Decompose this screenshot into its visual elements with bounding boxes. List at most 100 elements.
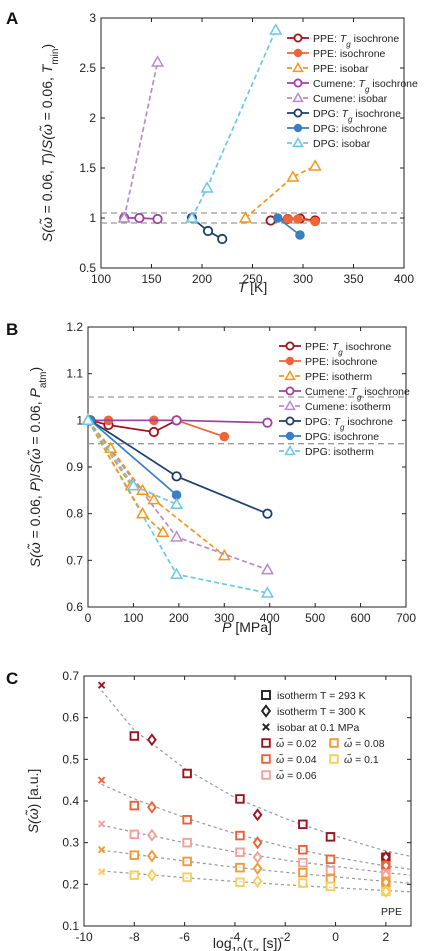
y-tick-label: 3 [89, 11, 96, 25]
legend-label: PPE: isobar [313, 63, 369, 75]
series-line [87, 419, 144, 491]
square-point [325, 865, 336, 876]
legend-marker [293, 108, 303, 118]
legend-color-marker [261, 738, 271, 748]
plot-frame [87, 326, 407, 608]
diamond-point [380, 884, 391, 898]
x-tick-label: 350 [343, 272, 363, 286]
legend-label: PPE: Tg isochrone [313, 33, 399, 49]
legend-marker [293, 33, 303, 43]
data-point [283, 214, 293, 224]
legend-marker [293, 48, 303, 58]
legend-label: PPE: Tg isochrone [305, 341, 391, 357]
panel-a: 100 150 200 250 300 350 400 0.5 1 1.5 2 2.5 3 A PPE: T… [6, 9, 418, 295]
legend-label: ω̃ = 0.04 [276, 753, 317, 766]
data-point [170, 497, 184, 510]
data-point [260, 562, 274, 575]
data-point [156, 525, 170, 538]
data-point [262, 508, 273, 519]
data-point [170, 567, 184, 580]
y-tick-label: 0.6 [62, 711, 79, 725]
data-point [152, 213, 163, 225]
legend-label: Cumene: Tg isochrone [313, 78, 418, 94]
y-tick-label: 0.7 [62, 669, 79, 683]
fit-curve-2 [101, 824, 412, 876]
series-1 [97, 776, 391, 873]
x-tick-label: 100 [123, 611, 143, 625]
data-point [147, 492, 161, 505]
y-tick-label: 0.5 [62, 752, 79, 766]
x-axis-ticks: -10 -8 -6 -4 -2 0 2 [75, 676, 390, 944]
x-tick-label: -2 [280, 930, 291, 944]
x-tick-label: 200 [169, 611, 189, 625]
panel-letter-a: A [6, 9, 18, 28]
legend-marker [262, 723, 270, 731]
legend-label: ω̃ = 0.1 [344, 753, 379, 766]
square-point [129, 731, 140, 741]
diamond-point [252, 808, 263, 822]
y-tick-label: 0.7 [66, 553, 83, 567]
legend-color-marker [261, 770, 271, 780]
square-point [129, 870, 140, 880]
y-tick-label: 0.5 [79, 261, 96, 275]
legend-color-marker [329, 738, 339, 748]
diamond-point [252, 861, 263, 876]
panel-b: 0 100 200 300 400 500 600 700 0.6 0.7 0.8 0.9 1 1.1 1.… [6, 320, 416, 635]
x-tick-label: 400 [260, 611, 280, 625]
legend-label: Cumene: isobar [313, 93, 388, 105]
y-tick-label: 1 [89, 211, 96, 225]
legend-label: DPG: isochrone [305, 431, 379, 443]
legend-label: isotherm T = 293 K [277, 690, 366, 702]
panel-c: -10 -8 -6 -4 -2 0 2 0.1 0.2 0.3 0.4 0.5 0.6 0.7 Cisoth… [6, 669, 412, 951]
panel-letter-c: C [6, 669, 18, 688]
series-6 [272, 213, 305, 240]
square-point [129, 829, 140, 840]
y-axis-ticks: 0.5 1 1.5 2 2.5 3 [79, 11, 404, 275]
square-point [182, 815, 192, 825]
fit-curve-0 [101, 690, 412, 858]
series-line [90, 419, 177, 433]
diamond-point [147, 733, 157, 747]
data-point [148, 426, 159, 438]
x-axis-ticks: 100 150 200 250 300 350 400 [91, 18, 414, 286]
legend-label: ω̃ = 0.02 [276, 737, 317, 750]
x-tick-label: 500 [305, 611, 325, 625]
ppe-annotation: PPE [381, 906, 402, 918]
legend-marker [292, 91, 304, 103]
x-tick-label: -4 [230, 930, 241, 944]
square-point [325, 874, 336, 884]
x-tick-label: 0 [85, 611, 92, 625]
data-point [171, 415, 182, 426]
data-point [308, 159, 322, 171]
legend-label: DPG: isotherm [305, 446, 374, 458]
data-point [286, 170, 300, 182]
legend-marker [284, 399, 296, 411]
legend-marker [285, 341, 295, 351]
legend-marker [292, 136, 304, 148]
diamond-point [252, 836, 263, 850]
square-point [298, 845, 308, 855]
square-point [129, 800, 140, 811]
legend-label: isobar at 0.1 MPa [277, 722, 359, 734]
diamond-point [147, 868, 157, 882]
data-point [293, 214, 303, 224]
data-point [151, 55, 165, 67]
data-point [134, 212, 145, 224]
data-point [171, 471, 182, 482]
legend: isotherm T = 293 K isotherm T = 300 K isob… [260, 690, 385, 782]
square-point [298, 819, 308, 830]
y-axis-label: S(ω̃) [a.u.] [25, 769, 41, 834]
y-axis-label: S(ω̃ = 0.06, T)/S(ω̃ = 0.06, Tmin) [39, 44, 61, 242]
x-tick-label: 700 [396, 611, 416, 625]
cross-point [97, 846, 106, 854]
square-point [235, 794, 245, 804]
series-2 [81, 413, 231, 561]
legend-label: DPG: Tg isochrone [305, 416, 393, 432]
y-tick-label: 0.6 [66, 600, 83, 614]
x-tick-label: 150 [141, 272, 161, 286]
x-axis-label: T [K] [238, 279, 268, 295]
diamond-point [147, 828, 157, 842]
x-tick-label: 300 [293, 272, 313, 286]
